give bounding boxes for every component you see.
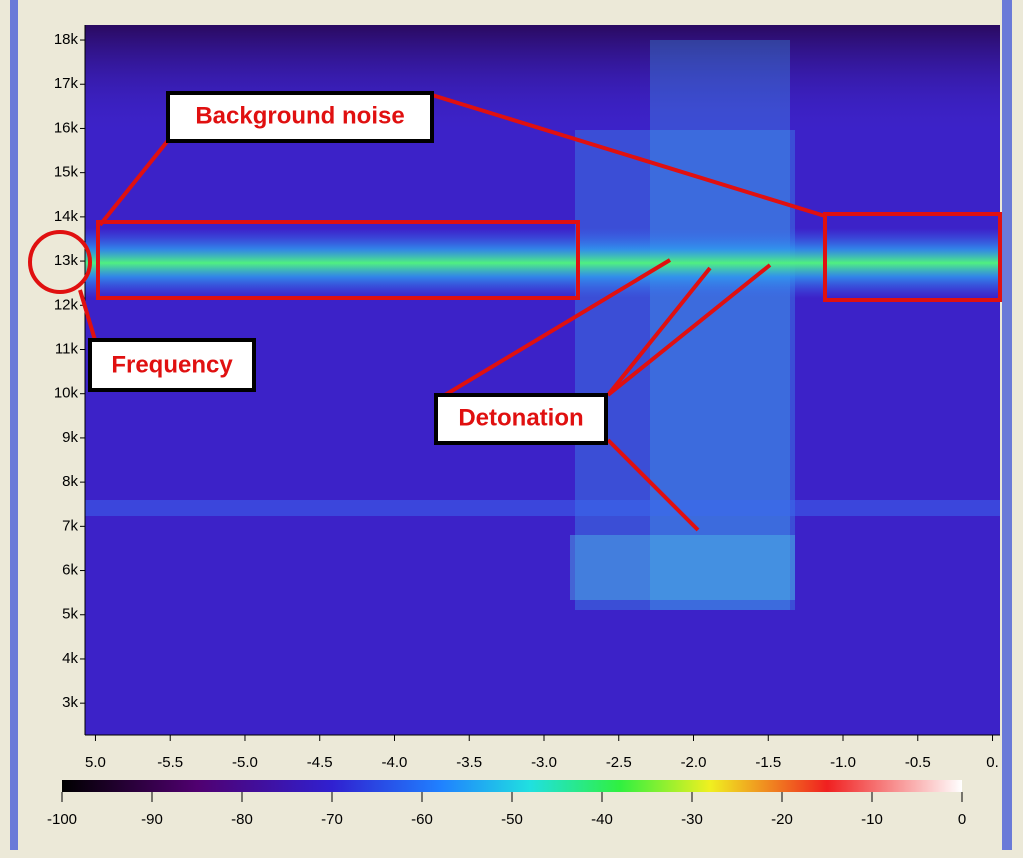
- left-border: [10, 0, 18, 850]
- y-tick-label: 10k: [54, 385, 79, 402]
- y-tick-label: 18k: [54, 31, 79, 48]
- colorbar-tick-label: -50: [501, 811, 523, 828]
- y-tick-label: 8k: [62, 473, 78, 490]
- y-tick-label: 5k: [62, 606, 78, 623]
- annotation-circle: [28, 230, 92, 294]
- y-tick-label: 16k: [54, 119, 79, 136]
- x-tick-label: -0.5: [905, 754, 931, 771]
- y-tick-label: 14k: [54, 208, 79, 225]
- y-tick-label: 6k: [62, 562, 78, 579]
- x-tick-label: -5.0: [232, 754, 258, 771]
- colorbar-tick-label: -90: [141, 811, 163, 828]
- annotation-label-box: [166, 91, 434, 143]
- annotation-box: [823, 212, 1002, 302]
- texture-burst: [575, 130, 795, 610]
- annotation-line: [443, 258, 672, 397]
- y-tick-label: 17k: [54, 75, 79, 92]
- texture-line: [85, 500, 1000, 516]
- x-tick-label: -2.5: [606, 754, 632, 771]
- annotation-label: Frequency: [111, 351, 233, 378]
- colorbar-tick-label: 0: [958, 811, 966, 828]
- texture-band: [85, 228, 1000, 298]
- annotation-line: [606, 263, 772, 397]
- annotation-line: [431, 93, 826, 218]
- x-tick-label: -4.5: [307, 754, 333, 771]
- spectrogram-texture: [85, 25, 1000, 735]
- y-tick-label: 12k: [54, 296, 79, 313]
- y-tick-label: 13k: [54, 252, 79, 269]
- y-tick-label: 11k: [55, 340, 79, 357]
- y-tick-label: 4k: [62, 650, 78, 667]
- annotation-label-box: [88, 338, 256, 392]
- colorbar-tick-label: -100: [47, 811, 77, 828]
- colorbar-tick-label: -20: [771, 811, 793, 828]
- x-tick-label: -1.5: [755, 754, 781, 771]
- colorbar-tick-label: -10: [861, 811, 883, 828]
- annotation-line: [606, 438, 700, 532]
- annotation-box: [96, 220, 580, 300]
- x-tick-label: -3.0: [531, 754, 557, 771]
- x-tick-label: 5.0: [85, 754, 106, 771]
- x-tick-label: -1.0: [830, 754, 856, 771]
- colorbar-tick-label: -30: [681, 811, 703, 828]
- colorbar-tick-label: -80: [231, 811, 253, 828]
- annotation-label: Background noise: [195, 102, 404, 129]
- x-tick-label: -4.0: [382, 754, 408, 771]
- right-border: [1002, 0, 1012, 850]
- texture-low-burst: [570, 535, 795, 600]
- x-tick-label: -2.0: [681, 754, 707, 771]
- texture-burst-core: [650, 40, 790, 610]
- x-tick-label: -5.5: [157, 754, 183, 771]
- annotation-label: Detonation: [458, 404, 583, 431]
- annotation-line: [78, 289, 97, 341]
- colorbar: [62, 780, 962, 792]
- y-tick-label: 15k: [54, 164, 79, 181]
- annotation-label-box: [434, 393, 608, 445]
- colorbar-tick-label: -70: [321, 811, 343, 828]
- y-tick-label: 3k: [62, 694, 78, 711]
- x-tick-label: 0.: [986, 754, 999, 771]
- y-tick-label: 9k: [62, 429, 78, 446]
- annotation-line: [98, 136, 172, 227]
- x-tick-label: -3.5: [456, 754, 482, 771]
- annotations: Background noise Frequency Detonation: [28, 91, 1002, 532]
- annotation-line: [606, 266, 712, 397]
- colorbar-tick-label: -60: [411, 811, 433, 828]
- annotation-lines: [78, 93, 826, 532]
- colorbar-tick-label: -40: [591, 811, 613, 828]
- y-tick-label: 7k: [62, 517, 78, 534]
